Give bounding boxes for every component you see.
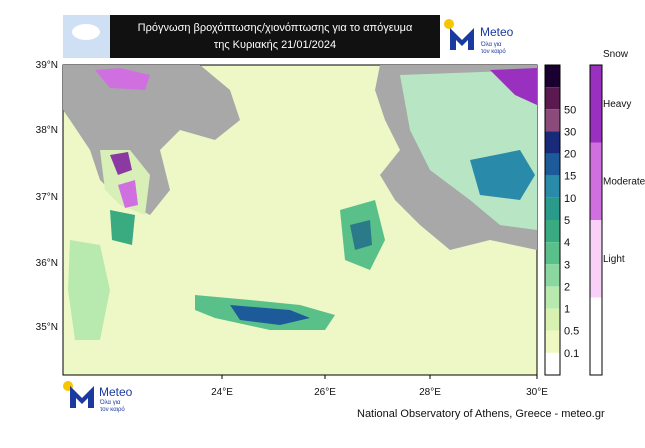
lon-label: 28°E: [419, 387, 441, 398]
colorbar-segment: [545, 308, 560, 331]
logo-tagline: Όλα για: [480, 42, 502, 48]
logo-tagline: τον καιρό: [481, 48, 506, 55]
logo-name: Meteo: [480, 25, 514, 39]
crete-rain-core: [230, 305, 310, 325]
colorbar-label: 1: [564, 304, 570, 316]
snow-segment: [590, 220, 602, 298]
logo-name: Meteo: [99, 385, 133, 399]
peloponnese: [100, 150, 150, 215]
lat-label: 35°N: [36, 322, 58, 333]
snow-area: [118, 180, 138, 208]
title: Πρόγνωση βροχόπτωσης/χιονόπτωσης για το …: [138, 22, 413, 34]
colorbar-segment: [545, 87, 560, 110]
lat-label: 39°N: [36, 60, 58, 71]
snow-frame: [589, 64, 603, 376]
snow-title: Snow: [603, 49, 629, 60]
legends: 39°N38°N37°N36°N35°N24°E 26°E 28°E 30°E5030…: [36, 49, 645, 398]
colorbar-label: 0.5: [564, 326, 579, 338]
colorbar-segment: [545, 65, 560, 88]
logo-sun: [444, 19, 454, 29]
colorbar-label: 3: [564, 259, 570, 271]
snow-area: [95, 68, 150, 90]
colorbar-label: 20: [564, 149, 576, 161]
logo-tagline: τον καιρό: [100, 406, 125, 413]
colorbar-segment: [545, 197, 560, 220]
colorbar-label: 5: [564, 215, 570, 227]
snow-area: [110, 152, 132, 175]
title: της Κυριακής 21/01/2024: [214, 39, 336, 51]
snow-area: [490, 68, 537, 105]
colorbar-segment: [545, 264, 560, 287]
logo-mark: [450, 28, 474, 50]
snow-label: Light: [603, 254, 625, 265]
colorbar-label: 50: [564, 104, 576, 116]
colorbar-label: 2: [564, 281, 570, 293]
credit: National Observatory of Athens, Greece -…: [357, 408, 605, 420]
colorbar-label: 30: [564, 126, 576, 138]
rain-core: [350, 220, 372, 250]
lon-label: 30°E: [526, 387, 548, 398]
colorbar-segment: [545, 131, 560, 154]
colorbar-label: 0.1: [564, 348, 579, 360]
rain-area: [110, 210, 135, 245]
colorbar-label: 10: [564, 193, 576, 205]
colorbar-segment: [545, 352, 560, 375]
colorbar-segment: [545, 175, 560, 198]
lat-label: 36°N: [36, 258, 58, 269]
logo-mark: [70, 386, 94, 408]
snow-label: Moderate: [603, 177, 645, 188]
rain-core: [470, 150, 535, 200]
map: [62, 64, 538, 376]
colorbar-segment: [545, 286, 560, 309]
lat-label: 37°N: [36, 192, 58, 203]
title-box: [110, 15, 440, 58]
lat-label: 38°N: [36, 125, 58, 136]
colorbar-segment: [545, 330, 560, 353]
colorbar-label: 15: [564, 171, 576, 183]
cloud-icon: [72, 24, 100, 40]
rain-area: [68, 240, 110, 340]
colorbar-segment: [545, 109, 560, 132]
snow-label: Heavy: [603, 99, 631, 110]
colorbar-segment: [545, 153, 560, 176]
snow-segment: [590, 142, 602, 220]
colorbar-frame: [544, 64, 561, 376]
lon-label: 26°E: [314, 387, 336, 398]
colorbar-segment: [545, 220, 560, 243]
logo-tagline: Όλα για: [99, 400, 121, 406]
lon-label: 24°E: [211, 387, 233, 398]
colorbar-label: 4: [564, 237, 570, 249]
colorbar-segment: [545, 242, 560, 265]
snow-segment: [590, 65, 602, 143]
